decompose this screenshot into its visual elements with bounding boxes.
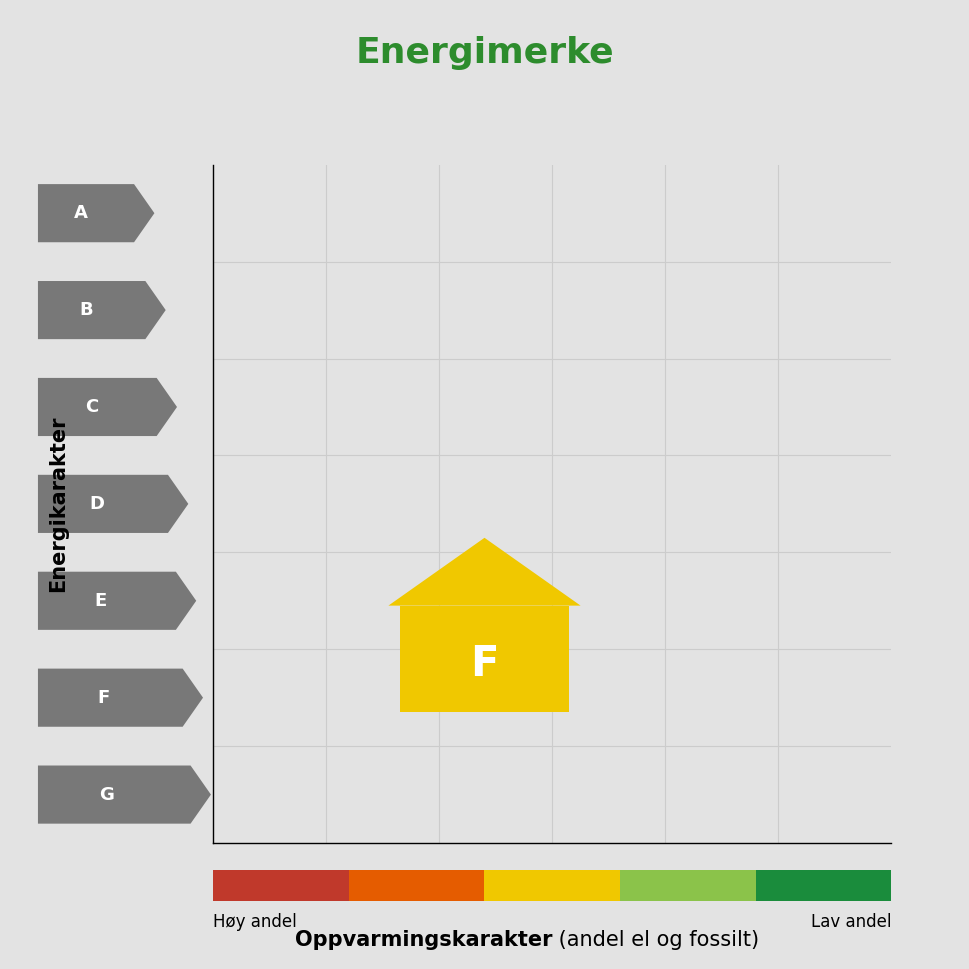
Text: Høy andel: Høy andel <box>213 913 297 931</box>
Polygon shape <box>38 475 188 533</box>
Text: D: D <box>89 495 104 513</box>
Text: B: B <box>79 301 93 319</box>
Bar <box>349 870 484 901</box>
Text: F: F <box>97 689 109 706</box>
Text: G: G <box>99 786 114 803</box>
Polygon shape <box>38 378 177 436</box>
Text: Oppvarmingskarakter: Oppvarmingskarakter <box>295 930 552 950</box>
Text: E: E <box>94 592 107 610</box>
Bar <box>213 870 349 901</box>
Polygon shape <box>38 572 196 630</box>
Bar <box>620 870 756 901</box>
Polygon shape <box>389 538 580 606</box>
Polygon shape <box>38 669 203 727</box>
Polygon shape <box>38 184 154 242</box>
Bar <box>756 870 891 901</box>
Text: A: A <box>75 204 88 222</box>
Text: Lav andel: Lav andel <box>811 913 891 931</box>
Bar <box>484 870 620 901</box>
Polygon shape <box>38 766 211 824</box>
Polygon shape <box>38 281 166 339</box>
Polygon shape <box>399 606 569 712</box>
Text: Energimerke: Energimerke <box>356 36 613 71</box>
Text: (andel el og fossilt): (andel el og fossilt) <box>552 930 760 950</box>
Text: Energikarakter: Energikarakter <box>48 416 68 592</box>
Text: C: C <box>84 398 98 416</box>
Text: F: F <box>470 642 499 685</box>
